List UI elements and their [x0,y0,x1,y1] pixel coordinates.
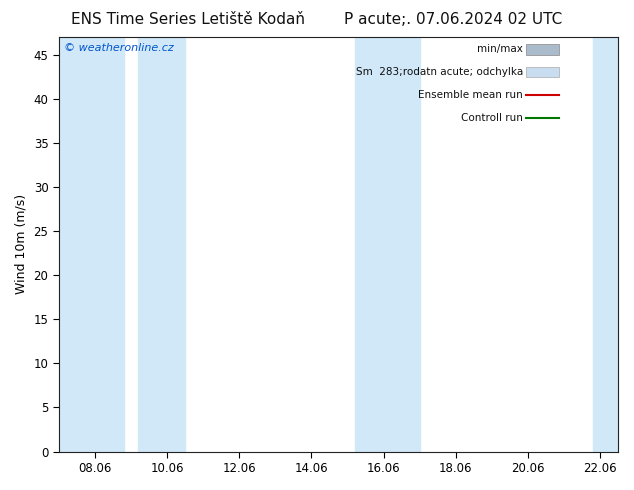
Text: ENS Time Series Letiště Kodaň        P acute;. 07.06.2024 02 UTC: ENS Time Series Letiště Kodaň P acute;. … [72,12,562,27]
Bar [59,37,124,452]
FancyBboxPatch shape [526,67,559,77]
Text: Ensemble mean run: Ensemble mean run [418,90,523,100]
Text: min/max: min/max [477,45,523,54]
Text: © weatheronline.cz: © weatheronline.cz [65,43,174,53]
Text: Sm  283;rodatn acute; odchylka: Sm 283;rodatn acute; odchylka [356,67,523,77]
Bar [138,37,185,452]
Bar [593,37,618,452]
Bar [354,37,420,452]
Y-axis label: Wind 10m (m/s): Wind 10m (m/s) [15,194,28,294]
FancyBboxPatch shape [526,44,559,55]
Text: Controll run: Controll run [461,113,523,123]
